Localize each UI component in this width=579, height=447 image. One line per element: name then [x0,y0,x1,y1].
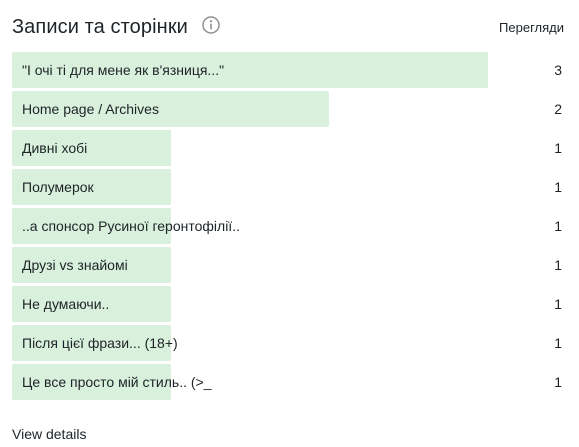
views-count: 1 [554,335,562,351]
views-count: 1 [554,140,562,156]
list-item[interactable]: "І очі ті для мене як в'язниця..." 3 [12,52,564,88]
post-title-link[interactable]: "І очі ті для мене як в'язниця..." [22,62,225,78]
list-item[interactable]: Друзі vs знайомі 1 [12,247,564,283]
post-title-link[interactable]: Після цієї фрази... (18+) [22,335,178,351]
card-title: Записи та сторінки [12,16,188,38]
views-count: 2 [554,101,562,117]
list-item[interactable]: Дивні хобі 1 [12,130,564,166]
views-column-header: Перегляди [499,20,564,35]
post-title-link[interactable]: Друзі vs знайомі [22,257,128,273]
views-bar [12,364,171,400]
post-title-link[interactable]: ..а спонсор Русиної геронтофілії.. [22,218,240,234]
info-icon[interactable] [202,16,220,34]
views-bar [12,286,171,322]
list-item[interactable]: Це все просто мій стиль.. (>_ 1 [12,364,564,400]
views-count: 1 [554,257,562,273]
views-count: 1 [554,179,562,195]
views-bar [12,247,171,283]
card-header: Записи та сторінки Перегляди [12,14,564,44]
views-count: 1 [554,296,562,312]
views-count: 1 [554,218,562,234]
list-item[interactable]: Після цієї фрази... (18+) 1 [12,325,564,361]
views-count: 3 [554,62,562,78]
posts-list: "І очі ті для мене як в'язниця..." 3 Home … [12,52,564,403]
views-bar [12,208,171,244]
list-item[interactable]: Полумерок 1 [12,169,564,205]
view-details-link[interactable]: View details [12,426,87,442]
list-item[interactable]: Home page / Archives 2 [12,91,564,127]
list-item[interactable]: Не думаючи.. 1 [12,286,564,322]
list-item[interactable]: ..а спонсор Русиної геронтофілії.. 1 [12,208,564,244]
views-bar [12,52,488,88]
post-title-link[interactable]: Це все просто мій стиль.. (>_ [22,374,212,390]
post-title-link[interactable]: Не думаючи.. [22,296,110,312]
post-title-link[interactable]: Полумерок [22,179,94,195]
views-bar [12,130,171,166]
views-bar [12,91,329,127]
views-bar [12,325,171,361]
views-bar [12,169,171,205]
post-title-link[interactable]: Дивні хобі [22,140,88,156]
post-title-link[interactable]: Home page / Archives [22,101,159,117]
views-count: 1 [554,374,562,390]
